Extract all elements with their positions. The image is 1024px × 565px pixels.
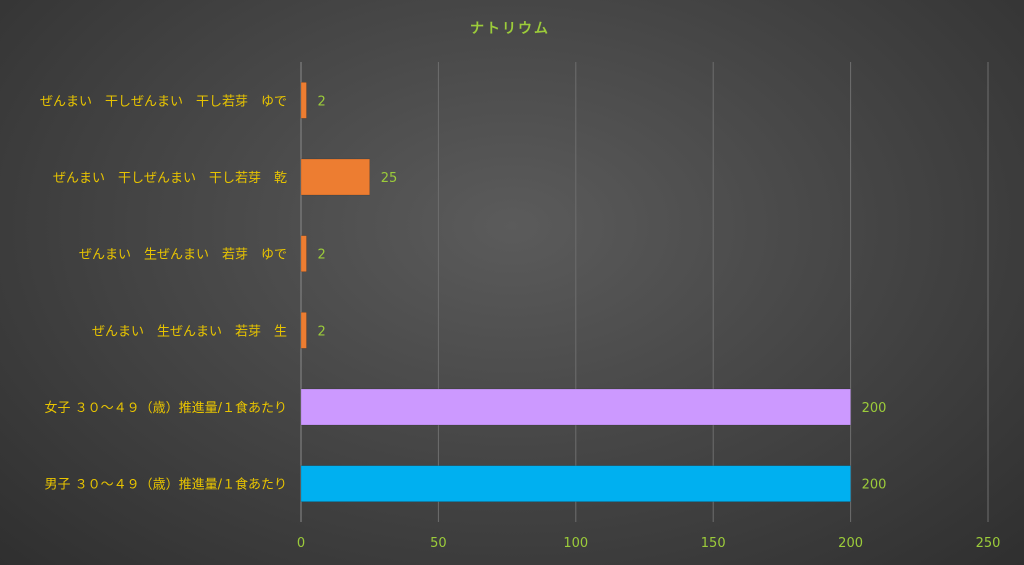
x-tick-label: 0 [297, 536, 305, 551]
category-label: 女子 ３０～４９（歳）推進量/１食あたり [44, 400, 287, 416]
x-tick-label: 50 [430, 536, 447, 551]
data-labels: 2 25 2 2 200 200 [317, 94, 886, 492]
category-label: ぜんまい 干しぜんまい 干し若芽 ゆで [40, 93, 287, 109]
x-tick-label: 200 [838, 536, 863, 551]
bar [300, 312, 307, 349]
x-tick-label: 150 [701, 536, 726, 551]
data-label: 2 [317, 324, 325, 339]
data-label: 2 [317, 94, 325, 109]
x-axis-ticks: 0 50 100 150 200 250 [297, 536, 1001, 551]
data-label: 2 [317, 248, 325, 263]
bar [300, 465, 851, 502]
x-tick-label: 250 [976, 536, 1001, 551]
bar [300, 235, 307, 272]
bars [300, 82, 851, 502]
data-label: 200 [862, 401, 887, 416]
category-label: ぜんまい 生ぜんまい 若芽 ゆで [79, 247, 287, 263]
data-label: 25 [381, 171, 398, 186]
chart-title: ナトリウム [470, 21, 550, 37]
category-label: 男子 ３０～４９（歳）推進量/１食あたり [44, 477, 287, 493]
data-label: 200 [862, 478, 887, 493]
x-tick-label: 100 [563, 536, 588, 551]
bar [300, 82, 307, 119]
bar [300, 158, 370, 196]
gridlines [300, 62, 989, 522]
category-label: ぜんまい 干しぜんまい 干し若芽 乾 [53, 170, 287, 186]
category-label: ぜんまい 生ぜんまい 若芽 生 [92, 323, 287, 339]
bar [300, 388, 851, 426]
